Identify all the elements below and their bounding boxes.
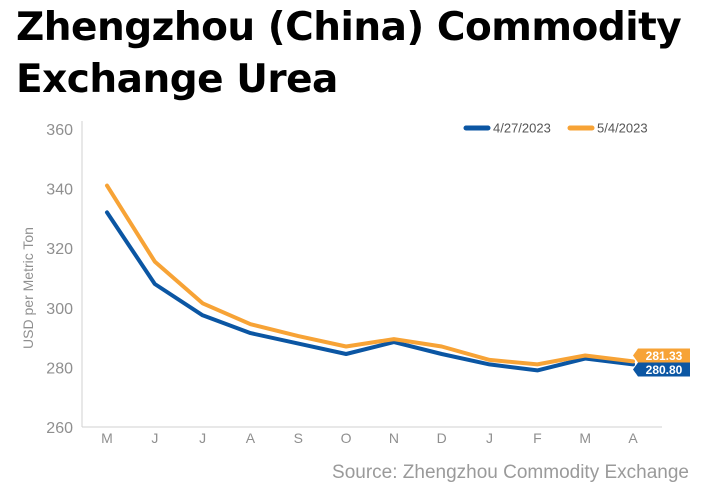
y-axis-ticks: 260 280 300 320 340 360	[46, 122, 73, 437]
y-tick-label: 280	[46, 360, 73, 377]
y-tick-label: 340	[46, 182, 73, 199]
x-tick-label: A	[628, 430, 638, 446]
x-tick-label: S	[294, 430, 303, 446]
series-line-2	[105, 183, 635, 367]
x-tick-label: J	[486, 430, 493, 446]
end-value-label: 281.33	[646, 349, 683, 363]
x-tick-label: N	[389, 430, 399, 446]
x-tick-label: O	[341, 430, 352, 446]
x-tick-label: F	[533, 430, 542, 446]
x-tick-label: M	[101, 430, 113, 446]
y-tick-label: 320	[46, 241, 73, 258]
legend: 4/27/2023 5/4/2023	[463, 121, 648, 136]
x-tick-label: D	[437, 430, 447, 446]
y-axis-label: USD per Metric Ton	[20, 227, 36, 349]
series-lines	[105, 183, 635, 373]
legend-label: 5/4/2023	[597, 121, 648, 136]
x-tick-label: J	[151, 430, 158, 446]
end-label-box	[633, 348, 690, 363]
y-tick-label: 260	[46, 420, 73, 437]
end-label-box	[633, 362, 690, 377]
x-tick-label: J	[199, 430, 206, 446]
end-value-label: 280.80	[646, 363, 683, 377]
source-note: Source: Zhengzhou Commodity Exchange	[332, 462, 689, 483]
x-tick-label: M	[579, 430, 591, 446]
y-tick-label: 360	[46, 122, 73, 139]
legend-label: 4/27/2023	[493, 121, 551, 136]
series-line-1	[105, 210, 635, 373]
chart-axes	[81, 121, 662, 428]
y-tick-label: 300	[46, 301, 73, 318]
x-tick-label: A	[246, 430, 256, 446]
chart-title: Zhengzhou (China) Commodity Exchange Ure…	[16, 5, 682, 102]
